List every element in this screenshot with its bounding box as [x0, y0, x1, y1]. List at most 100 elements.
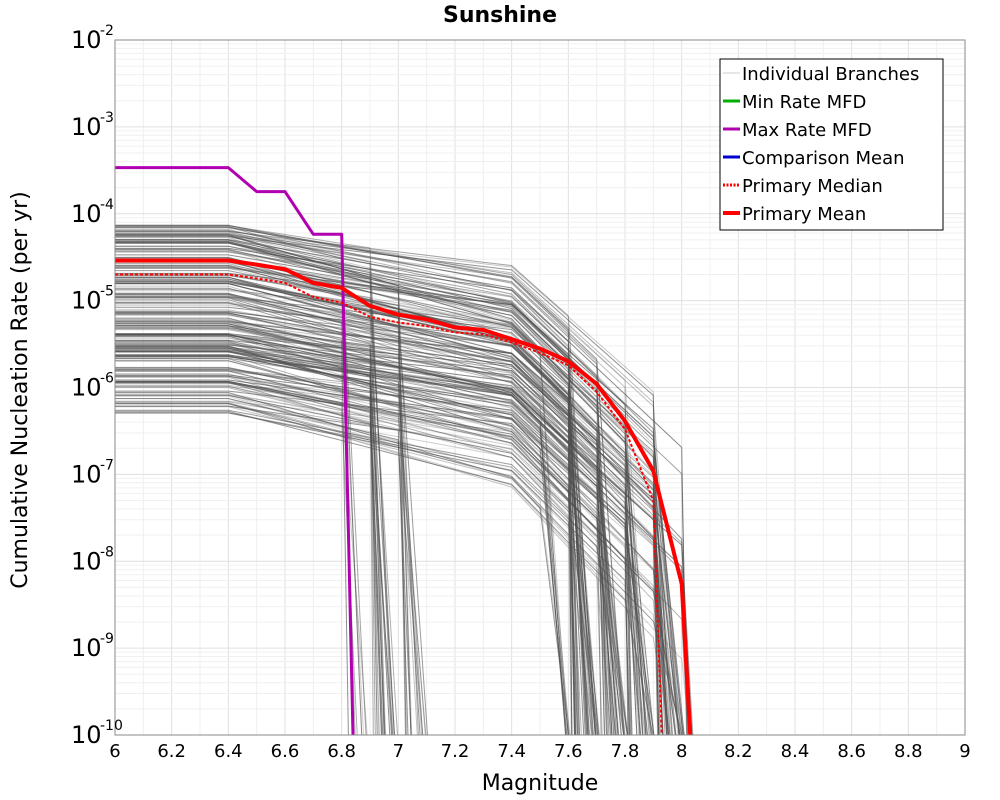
branch-line	[115, 390, 655, 736]
branch-line	[115, 381, 616, 736]
branch-line	[115, 227, 408, 736]
branch-line	[115, 247, 597, 736]
branch-line	[115, 264, 615, 736]
branch-line	[115, 385, 572, 736]
branch-line	[115, 395, 690, 736]
plot-frame	[114, 39, 966, 736]
branch-line	[115, 367, 380, 736]
x-tick-label: 8.4	[781, 741, 810, 762]
branch-line	[115, 235, 644, 736]
legend-label: Individual Branches	[742, 64, 919, 85]
branch-line	[115, 320, 674, 736]
branch-line	[115, 239, 363, 736]
branch-line	[115, 370, 610, 736]
branch-line	[115, 374, 615, 736]
branch-line	[115, 367, 619, 736]
x-tick-label: 6	[109, 741, 120, 762]
branch-line	[115, 381, 427, 736]
branch-line	[115, 405, 612, 736]
branch-line	[115, 292, 653, 736]
x-tick-label: 8.6	[837, 741, 866, 762]
branch-line	[115, 375, 633, 736]
branch-line	[115, 406, 603, 736]
branch-line	[115, 412, 631, 736]
branch-line	[115, 360, 641, 736]
y-tick-exponent: -2	[100, 23, 114, 39]
branch-line	[115, 401, 617, 736]
branch-line	[115, 369, 576, 736]
y-tick-exponent: -9	[100, 631, 114, 647]
branch-line	[115, 375, 681, 736]
branch-line	[115, 328, 670, 736]
legend-label: Max Rate MFD	[742, 120, 872, 141]
branch-line	[115, 310, 668, 736]
y-tick-base: 10	[71, 374, 102, 402]
individual-branches	[115, 224, 694, 736]
series-max-rate-mfd	[115, 166, 355, 736]
y-tick-exponent: -6	[100, 371, 114, 387]
branch-line	[115, 358, 641, 736]
branch-line	[115, 348, 641, 736]
y-tick-exponent: -10	[100, 718, 123, 734]
branch-line	[115, 350, 421, 736]
branch-line	[115, 325, 585, 736]
x-tick-label: 8	[676, 741, 687, 762]
legend-box	[719, 58, 944, 231]
branch-line	[115, 366, 669, 736]
branch-line	[115, 400, 655, 736]
x-tick-labels: 6 6.2 6.4 6.6 6.8 7 7.2 7.4 7.6 7.8 8 8.2 8.4 8.6 8.8 9	[109, 741, 970, 762]
branch-line	[115, 230, 596, 736]
branch-line	[115, 285, 412, 736]
branch-line	[115, 251, 579, 736]
branch-line	[115, 245, 386, 736]
branch-line	[115, 402, 424, 736]
branch-line	[115, 346, 582, 736]
legend: Individual Branches Min Rate MFD Max Rate …	[719, 58, 944, 231]
branch-line	[115, 375, 418, 736]
branch-line	[115, 360, 384, 736]
x-tick-label: 7	[393, 741, 404, 762]
x-tick-label: 9	[959, 741, 970, 762]
branch-line	[115, 409, 625, 736]
y-tick-base: 10	[71, 547, 102, 575]
branch-line	[115, 240, 577, 736]
y-tick-exponent: -8	[100, 544, 114, 560]
branch-line	[115, 242, 647, 736]
branch-line	[115, 248, 673, 736]
x-tick-label: 7.2	[441, 741, 470, 762]
branch-line	[115, 234, 659, 736]
branch-line	[115, 379, 652, 736]
branch-line	[115, 355, 693, 736]
branch-line	[115, 398, 412, 736]
branch-line	[115, 367, 611, 736]
y-tick-exponent: -5	[100, 284, 114, 300]
branch-line	[115, 313, 385, 736]
branch-line	[115, 304, 660, 736]
branch-line	[115, 225, 393, 736]
y-tick-base: 10	[71, 721, 102, 749]
branch-line	[115, 393, 575, 736]
branch-line	[115, 245, 633, 736]
legend-label: Primary Mean	[742, 204, 866, 225]
legend-label: Min Rate MFD	[742, 92, 866, 113]
branch-line	[115, 410, 654, 736]
x-tick-label: 6.8	[327, 741, 356, 762]
branch-line	[115, 321, 573, 736]
branch-line	[115, 293, 619, 736]
branch-line	[115, 323, 669, 736]
branch-line	[115, 224, 641, 736]
branch-line	[115, 302, 365, 736]
y-tick-base: 10	[71, 287, 102, 315]
branch-line	[115, 345, 597, 736]
branch-line	[115, 283, 669, 736]
branch-line	[115, 317, 664, 736]
branch-line	[115, 299, 649, 736]
branch-line	[115, 312, 605, 736]
y-axis-label: Cumulative Nucleation Rate (per yr)	[8, 191, 33, 589]
x-tick-label: 7.8	[611, 741, 640, 762]
branch-line	[115, 337, 597, 736]
x-tick-label: 7.6	[554, 741, 583, 762]
branch-line	[115, 233, 680, 736]
branch-line	[115, 270, 412, 736]
